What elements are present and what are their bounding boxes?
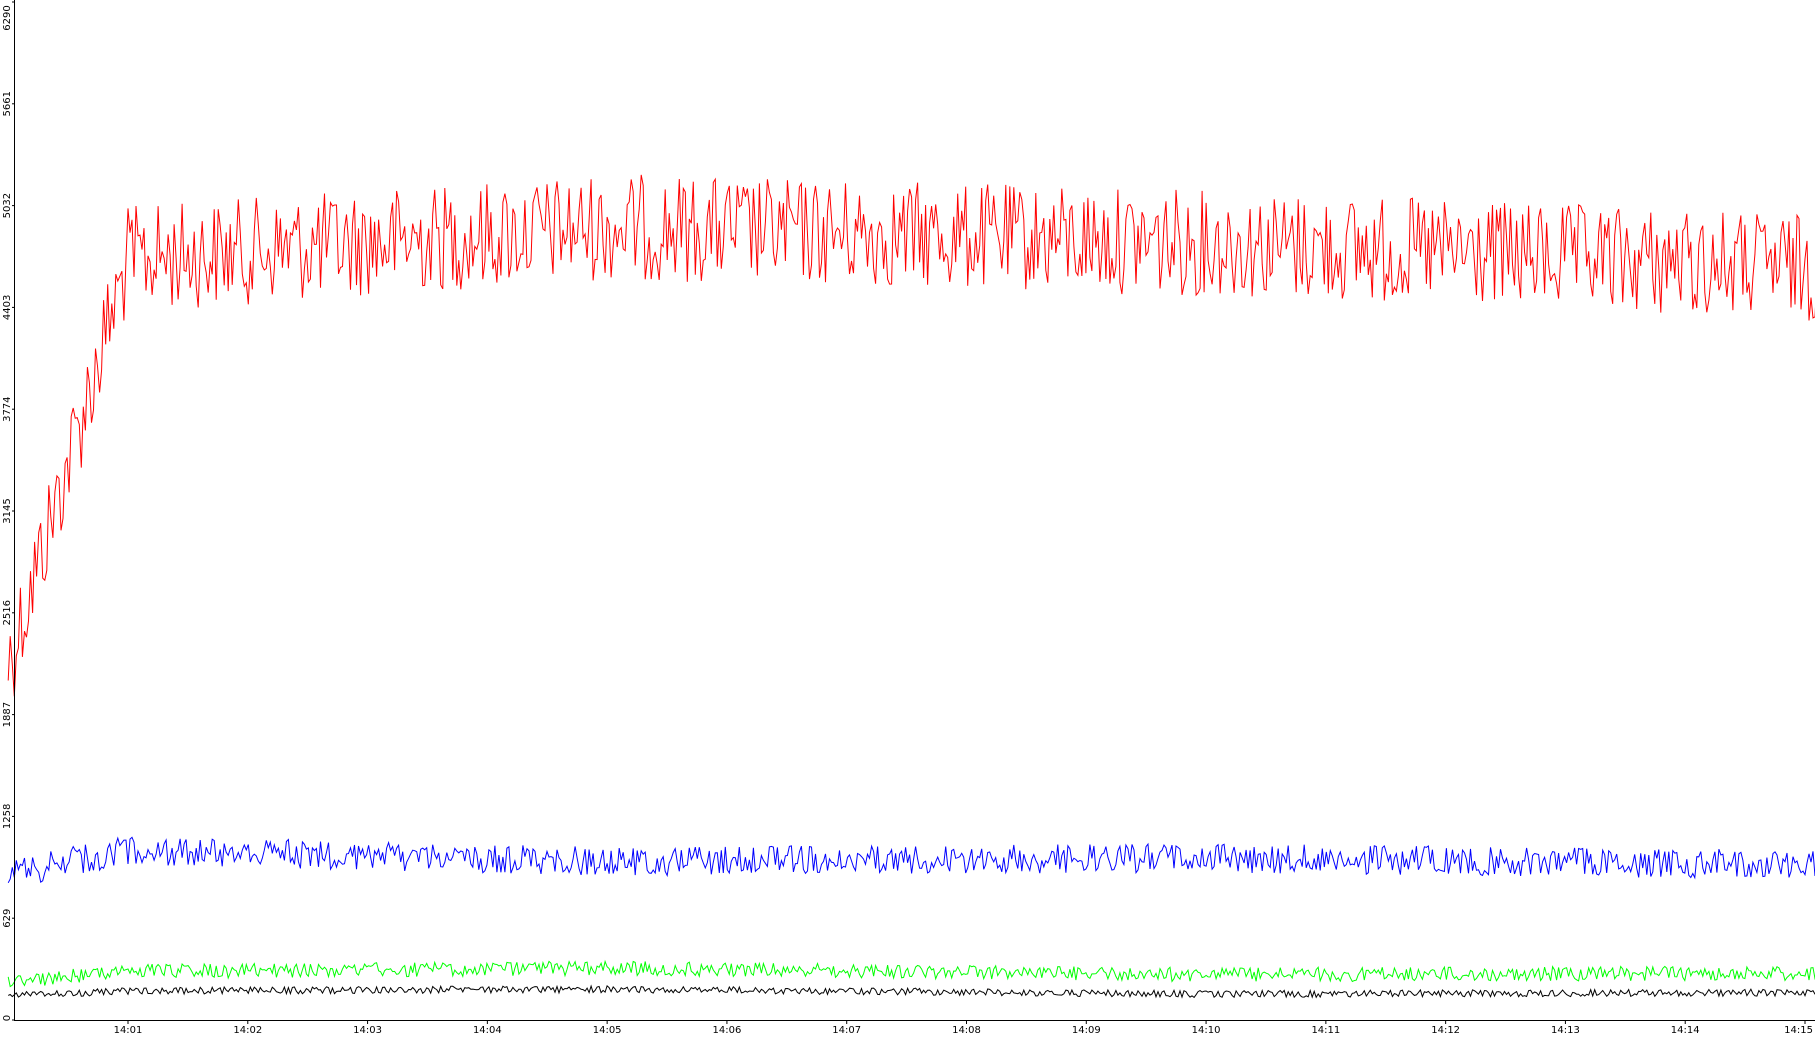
- x-tick-label: 14:04: [473, 1025, 502, 1036]
- x-tick-label: 14:15: [1784, 1025, 1813, 1036]
- y-tick-label: 629: [2, 909, 13, 928]
- y-tick-label: 3145: [2, 498, 13, 523]
- x-tick-label: 14:08: [952, 1025, 981, 1036]
- x-tick-label: 14:01: [114, 1025, 143, 1036]
- y-tick-label: 5661: [2, 91, 13, 116]
- x-tick-label: 14:05: [593, 1025, 622, 1036]
- y-tick-label: 3774: [2, 396, 13, 421]
- x-tick-label: 14:07: [832, 1025, 861, 1036]
- x-tick-label: 14:03: [353, 1025, 382, 1036]
- y-tick-label: 1258: [2, 804, 13, 829]
- x-tick-label: 14:13: [1551, 1025, 1580, 1036]
- x-tick-label: 14:10: [1192, 1025, 1221, 1036]
- x-tick-label: 14:11: [1311, 1025, 1340, 1036]
- y-tick-label: 1887: [2, 702, 13, 727]
- x-tick-label: 14:02: [233, 1025, 262, 1036]
- y-tick-labels: 0 629 1258 1887 2516 3145 3774 4403 5032 5661 6290: [2, 1, 15, 1021]
- x-tick-label: 14:06: [713, 1025, 742, 1036]
- y-tick-label: 5032: [2, 193, 13, 218]
- x-tick-label: 14:09: [1072, 1025, 1101, 1036]
- x-tick-label: 14:14: [1671, 1025, 1700, 1036]
- y-tick-label: 4403: [2, 295, 13, 320]
- y-tick-label: 0: [2, 1015, 13, 1021]
- x-tick-label: 14:12: [1431, 1025, 1460, 1036]
- y-tick-label: 2516: [2, 600, 13, 625]
- y-tick-label: 6290: [2, 5, 13, 30]
- x-tick-labels: 14:01 14:02 14:03 14:04 14:05 14:06 14:07 14:08…: [114, 1020, 1813, 1036]
